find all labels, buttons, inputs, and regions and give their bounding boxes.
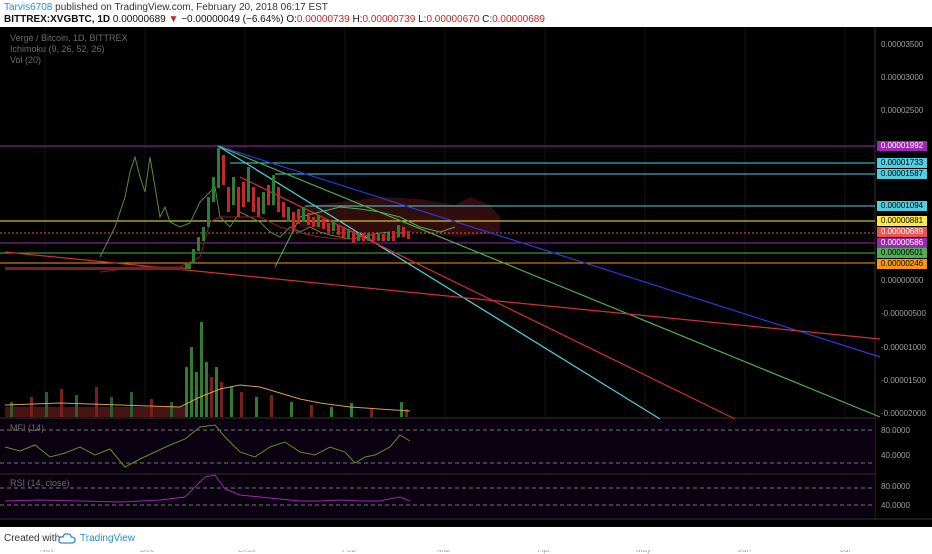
mfi-axis-lower: 40.0000 [881, 451, 910, 460]
author-link[interactable]: Tarvis6708 [4, 2, 53, 13]
price-tag-881[interactable]: 0.00000881 [877, 216, 927, 226]
symbol-label[interactable]: BITTREX:XVGBTC, 1D [4, 14, 111, 25]
price-tag-501[interactable]: 0.00000501 [877, 248, 927, 258]
chart-header: Tarvis6708 published on TradingView.com,… [0, 0, 932, 27]
price-axis-label: 0.00002500 [881, 106, 924, 115]
tradingview-cloud-icon[interactable] [58, 532, 76, 550]
chart-drawing[interactable] [0, 27, 932, 527]
trendline-red-1[interactable] [239, 176, 736, 420]
trendline-green[interactable] [217, 145, 881, 418]
footer: Created with TradingView [0, 527, 932, 550]
price-axis-label: 0.00003000 [881, 73, 924, 82]
trendline-blue[interactable] [217, 145, 881, 358]
chart-title[interactable]: Verge / Bitcoin, 1D, BITTREX [10, 33, 128, 43]
rsi-pane [0, 475, 875, 518]
change-value: −0.00000049 (−6.64%) [181, 14, 284, 25]
price-tag-1587[interactable]: 0.00001587 [877, 169, 927, 179]
volume-legend[interactable]: Vol (20) [10, 55, 42, 65]
price-tag-689[interactable]: 0.00000689 [877, 227, 927, 237]
rsi-axis-upper: 80.0000 [881, 482, 910, 491]
price-axis-label: 0.00003500 [881, 40, 924, 49]
rsi-line [4, 474, 411, 503]
price-axis-label: -0.00002000 [881, 409, 926, 418]
high-value: 0.00000739 [362, 14, 416, 25]
ohlc-line: BITTREX:XVGBTC, 1D 0.00000689 ▼ −0.00000… [4, 14, 545, 25]
open-label: O: [286, 14, 297, 25]
last-price: 0.00000689 [112, 14, 166, 25]
tradingview-brand-link[interactable]: TradingView [80, 533, 136, 544]
created-with-text: Created with [4, 533, 61, 544]
volume-ma-line [4, 384, 411, 412]
trendline-cyan[interactable] [217, 145, 661, 420]
price-axis-label: -0.00001000 [881, 343, 926, 352]
publish-info: Tarvis6708 published on TradingView.com,… [4, 2, 328, 13]
price-tag-586[interactable]: 0.00000586 [877, 238, 927, 248]
mfi-line [4, 424, 411, 468]
price-tag-246[interactable]: 0.00000246 [877, 259, 927, 269]
low-label: L: [418, 14, 427, 25]
mfi-pane [0, 419, 875, 473]
rsi-legend[interactable]: RSI (14, close) [10, 478, 70, 488]
price-tag-1992[interactable]: 0.00001992 [877, 141, 927, 151]
trendline-red-2[interactable] [4, 251, 881, 340]
mfi-legend[interactable]: MFI (14) [10, 423, 45, 433]
rsi-axis-lower: 40.0000 [881, 501, 910, 510]
mfi-axis-upper: 80.0000 [881, 426, 910, 435]
close-value: 0.00000689 [492, 14, 545, 25]
open-value: 0.00000739 [296, 14, 350, 25]
chart-canvas[interactable]: Verge / Bitcoin, 1D, BITTREX Ichimoku (9… [0, 27, 932, 554]
down-arrow-icon: ▼ [168, 14, 179, 25]
high-label: H: [352, 14, 363, 25]
candles[interactable] [5, 148, 410, 270]
low-value: 0.00000670 [426, 14, 480, 25]
close-label: C: [482, 14, 493, 25]
ichimoku-legend[interactable]: Ichimoku (9, 26, 52, 26) [10, 44, 105, 54]
price-axis-label: 0.00000000 [881, 276, 924, 285]
price-tag-1733[interactable]: 0.00001733 [877, 158, 927, 168]
price-tag-1094[interactable]: 0.00001094 [877, 201, 927, 211]
published-text: published on TradingView.com, February 2… [52, 2, 328, 13]
ichimoku-span-b [274, 206, 456, 268]
price-axis-label: -0.00000500 [881, 309, 926, 318]
price-axis-label: -0.00001500 [881, 376, 926, 385]
